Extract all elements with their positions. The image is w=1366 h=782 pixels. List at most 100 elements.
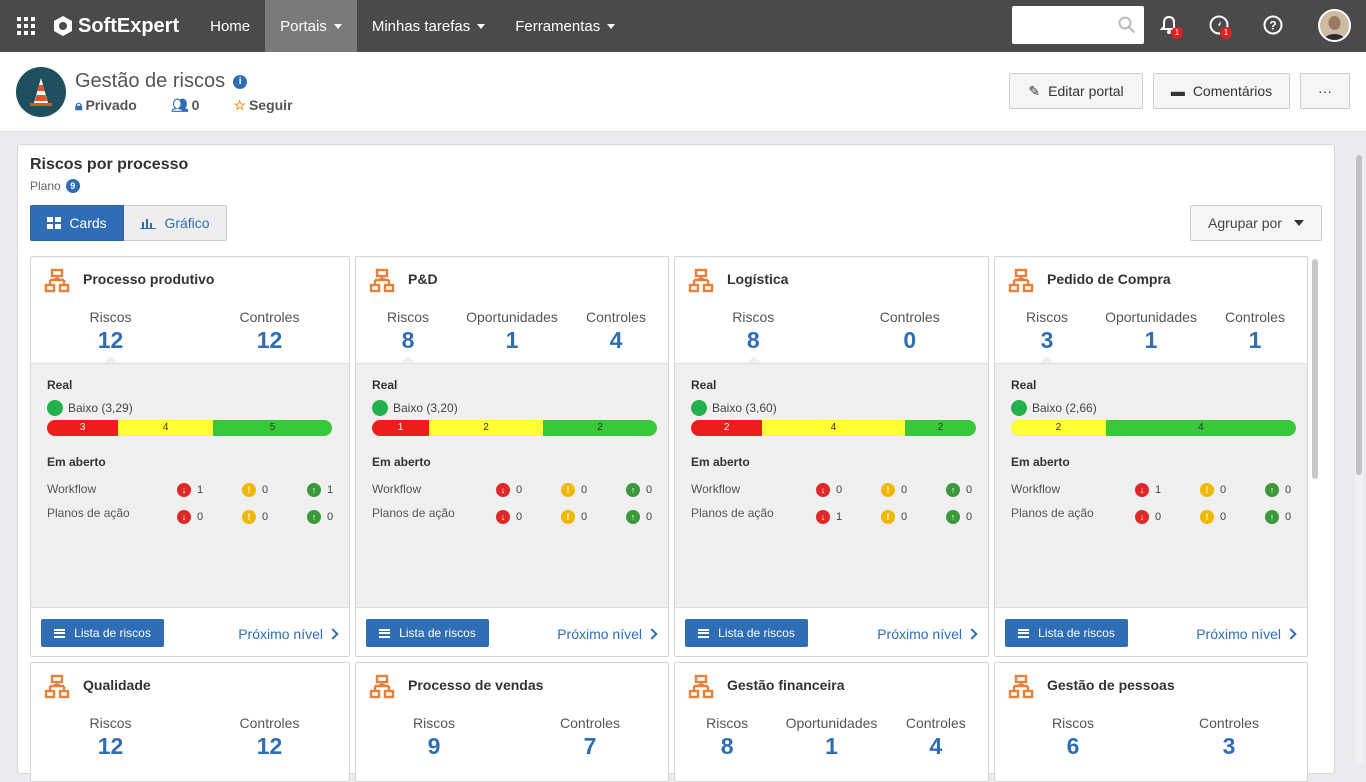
stat-controles[interactable]: Controles 4 xyxy=(884,715,988,760)
risk-bar-segment[interactable]: 5 xyxy=(213,420,332,436)
workflow-indicator[interactable]: ↑ 1 xyxy=(307,483,333,497)
workflow-indicator[interactable]: ! 0 xyxy=(242,483,268,497)
risk-bar-segment[interactable]: 1 xyxy=(372,420,429,436)
stat-oportunidades[interactable]: Oportunidades 1 xyxy=(1099,309,1203,354)
risk-bar-segment[interactable]: 2 xyxy=(1011,420,1106,436)
plans-indicator[interactable]: ! 0 xyxy=(242,510,268,524)
risk-bar-segment[interactable]: 2 xyxy=(904,420,976,436)
process-card[interactable]: Qualidade Riscos 12 Controles 12 xyxy=(30,662,350,782)
process-card[interactable]: P&D Riscos 8 Oportunidades 1 Controles 4 Real Ba… xyxy=(355,256,669,657)
comments-button[interactable]: ▬ Comentários xyxy=(1153,73,1290,109)
workflow-indicator[interactable]: ! 0 xyxy=(561,483,587,497)
plans-indicator[interactable]: ↓ 0 xyxy=(1135,510,1161,524)
workflow-indicator[interactable]: ! 0 xyxy=(1200,483,1226,497)
process-card[interactable]: Processo de vendas Riscos 9 Controles 7 xyxy=(355,662,669,782)
process-card[interactable]: Processo produtivo Riscos 12 Controles 12 Rea… xyxy=(30,256,350,657)
process-stats: Riscos 8 Oportunidades 1 Controles 4 xyxy=(675,715,988,760)
plans-indicator[interactable]: ! 0 xyxy=(881,510,907,524)
workflow-indicator[interactable]: ↑ 0 xyxy=(1265,483,1291,497)
next-level-link[interactable]: Próximo nível xyxy=(557,626,658,642)
apps-grid-icon[interactable] xyxy=(0,0,52,52)
stat-riscos[interactable]: Riscos 8 xyxy=(356,309,460,354)
plans-indicator[interactable]: ! 0 xyxy=(1200,510,1226,524)
search-icon[interactable] xyxy=(1118,16,1136,34)
risk-bar-segment[interactable]: 2 xyxy=(429,420,543,436)
process-card[interactable]: Logística Riscos 8 Controles 0 Real Baixo (3,6… xyxy=(674,256,989,657)
stat-riscos[interactable]: Riscos 9 xyxy=(356,715,512,760)
stat-controles[interactable]: Controles 1 xyxy=(1203,309,1307,354)
nav-minhas-tarefas[interactable]: Minhas tarefas xyxy=(357,0,500,52)
stat-riscos[interactable]: Riscos 12 xyxy=(31,309,190,354)
compass-icon[interactable]: 1 xyxy=(1208,14,1232,39)
plans-indicator[interactable]: ↑ 0 xyxy=(626,510,652,524)
risk-list-button[interactable]: Lista de riscos xyxy=(366,619,489,647)
risk-bar-segment[interactable]: 3 xyxy=(47,420,119,436)
workflow-indicator[interactable]: ↑ 0 xyxy=(626,483,652,497)
stat-controles[interactable]: Controles 12 xyxy=(190,715,349,760)
process-card[interactable]: Pedido de Compra Riscos 3 Oportunidades 1 Con… xyxy=(994,256,1308,657)
workflow-indicator[interactable]: ↑ 0 xyxy=(946,483,972,497)
risk-list-button[interactable]: Lista de riscos xyxy=(1005,619,1128,647)
page-scrollbar-thumb[interactable] xyxy=(1356,155,1362,475)
stat-riscos[interactable]: Riscos 8 xyxy=(675,715,779,760)
avatar[interactable] xyxy=(1318,9,1351,42)
risk-bar-segment[interactable]: 2 xyxy=(543,420,657,436)
stat-controles[interactable]: Controles 4 xyxy=(564,309,668,354)
search-input[interactable] xyxy=(1012,6,1144,44)
softexpert-logo[interactable]: SoftExpert xyxy=(52,15,179,38)
stat-oportunidades[interactable]: Oportunidades 1 xyxy=(460,309,564,354)
next-level-link[interactable]: Próximo nível xyxy=(1196,626,1297,642)
nav-home[interactable]: Home xyxy=(195,0,265,52)
bell-icon[interactable]: 1 xyxy=(1158,14,1183,39)
process-card[interactable]: Gestão financeira Riscos 8 Oportunidades 1 Co… xyxy=(674,662,989,782)
stat-controles[interactable]: Controles 12 xyxy=(190,309,349,354)
edit-portal-button[interactable]: ✎ Editar portal xyxy=(1009,73,1143,109)
risk-list-label: Lista de riscos xyxy=(74,626,151,640)
nav-portais[interactable]: Portais xyxy=(265,0,357,52)
plans-indicator[interactable]: ↑ 0 xyxy=(946,510,972,524)
plans-indicator[interactable]: ! 0 xyxy=(561,510,587,524)
risk-bar-segment[interactable]: 4 xyxy=(118,420,214,436)
info-icon[interactable]: i xyxy=(233,74,248,89)
plans-indicator[interactable]: ↓ 0 xyxy=(177,510,203,524)
stat-riscos[interactable]: Riscos 8 xyxy=(675,309,832,354)
page-scrollbar[interactable] xyxy=(1355,155,1363,765)
stat-controles[interactable]: Controles 7 xyxy=(512,715,668,760)
cards-scrollbar-thumb[interactable] xyxy=(1312,259,1318,479)
risk-bar-segment[interactable]: 2 xyxy=(691,420,763,436)
help-icon[interactable]: ? xyxy=(1262,14,1286,38)
group-by-dropdown[interactable]: Agrupar por xyxy=(1190,205,1322,241)
next-level-link[interactable]: Próximo nível xyxy=(877,626,978,642)
risk-list-button[interactable]: Lista de riscos xyxy=(685,619,808,647)
stat-riscos[interactable]: Riscos 3 xyxy=(995,309,1099,354)
stat-riscos[interactable]: Riscos 6 xyxy=(995,715,1151,760)
stat-controles[interactable]: Controles 0 xyxy=(832,309,989,354)
workflow-indicator[interactable]: ! 0 xyxy=(881,483,907,497)
process-card[interactable]: Gestão de pessoas Riscos 6 Controles 3 xyxy=(994,662,1308,782)
stat-riscos[interactable]: Riscos 12 xyxy=(31,715,190,760)
workflow-indicator[interactable]: ↓ 0 xyxy=(496,483,522,497)
plans-indicator[interactable]: ↑ 0 xyxy=(307,510,333,524)
next-level-link[interactable]: Próximo nível xyxy=(238,626,339,642)
risk-bar-segment[interactable]: 4 xyxy=(762,420,905,436)
members-count[interactable]: 👥︎ 0 xyxy=(171,97,200,114)
risk-list-button[interactable]: Lista de riscos xyxy=(41,619,164,647)
chart-view-button[interactable]: Gráfico xyxy=(124,205,227,241)
nav-ferramentas[interactable]: Ferramentas xyxy=(500,0,630,52)
risk-bar-segment[interactable]: 4 xyxy=(1105,420,1296,436)
plans-indicator[interactable]: ↓ 1 xyxy=(816,510,842,524)
workflow-indicator[interactable]: ↓ 0 xyxy=(816,483,842,497)
workflow-indicator[interactable]: ↓ 1 xyxy=(1135,483,1161,497)
stat-oportunidades[interactable]: Oportunidades 1 xyxy=(779,715,883,760)
workflow-indicator[interactable]: ↓ 1 xyxy=(177,483,203,497)
plans-indicator[interactable]: ↑ 0 xyxy=(1265,510,1291,524)
plans-indicator[interactable]: ↓ 0 xyxy=(496,510,522,524)
stat-controles[interactable]: Controles 3 xyxy=(1151,715,1307,760)
more-options-button[interactable]: ··· xyxy=(1300,73,1350,109)
follow-toggle[interactable]: ☆ Seguir xyxy=(233,97,292,114)
cards-view-button[interactable]: Cards xyxy=(30,205,124,241)
